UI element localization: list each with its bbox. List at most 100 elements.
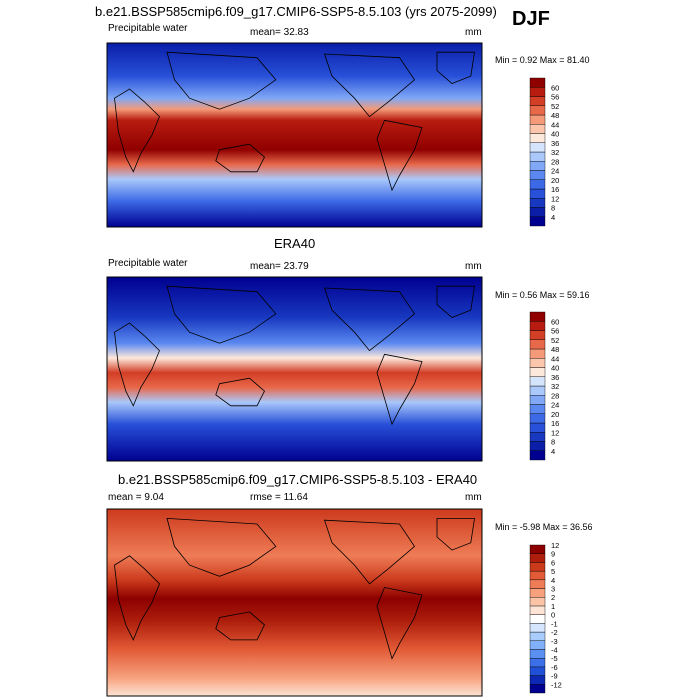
panel3-range-label: Min = -5.98 Max = 36.56 <box>495 522 593 532</box>
map-panel-3-coastline-3 <box>323 519 416 585</box>
colorbar-2-swatch-12 <box>529 339 546 350</box>
colorbar-2-swatch-1 <box>529 441 546 451</box>
colorbar-2-tick-6: 28 <box>551 391 559 400</box>
colorbar-1-swatch-10 <box>529 124 546 134</box>
colorbar-3-swatch-8 <box>529 614 546 624</box>
map-panel-3-coastline-2 <box>215 611 265 641</box>
colorbar-1-swatch-6 <box>529 161 546 171</box>
colorbar-3-swatch-16 <box>529 544 546 554</box>
map-panel-3-frame <box>106 508 483 697</box>
colorbar-2-swatch-3 <box>529 422 546 433</box>
colorbar-2-tick-0: 4 <box>551 447 555 456</box>
map-panel-3-coastline-4 <box>376 587 423 660</box>
colorbar-3-tick-8: 0 <box>551 611 555 620</box>
colorbar-1-swatch-13 <box>529 96 546 106</box>
colorbar-1-tick-8: 36 <box>551 139 559 148</box>
map-panel-1-field <box>107 43 482 227</box>
colorbar-2-swatch-9 <box>529 367 546 377</box>
colorbar-3-tick-15: 9 <box>551 550 555 559</box>
colorbar-1-swatch-14 <box>529 87 546 97</box>
map-panel-1-coastline-3 <box>323 53 416 118</box>
colorbar-3-tick-0: -12 <box>551 680 562 689</box>
map-panel-2-coastline-4 <box>376 353 423 426</box>
map-panel-1-frame <box>106 42 483 228</box>
colorbar-1-tick-4: 20 <box>551 176 559 185</box>
colorbar-3-swatch-9 <box>529 605 546 615</box>
colorbar-3-swatch-14 <box>529 562 546 572</box>
colorbar-2-swatch-13 <box>529 330 546 340</box>
panel3-title: b.e21.BSSP585cmip6.f09_g17.CMIP6-SSP5-8.… <box>118 472 478 487</box>
map-panel-3-coastline-1 <box>166 517 277 577</box>
map-panel-2-coastline-1 <box>166 285 277 344</box>
panel3-rmse-label: rmse = 11.64 <box>250 492 308 503</box>
colorbar-2-tick-3: 16 <box>551 419 559 428</box>
panel1-units-label: mm <box>465 27 482 38</box>
colorbar-3-tick-4: -4 <box>551 645 558 654</box>
colorbar-1-tick-12: 52 <box>551 102 559 111</box>
colorbar-2-tick-14: 60 <box>551 317 559 326</box>
colorbar-1-tick-1: 8 <box>551 204 555 213</box>
colorbar-1-swatch-5 <box>529 170 546 180</box>
panel2-range-label: Min = 0.56 Max = 59.16 <box>495 290 590 300</box>
colorbar-3-tick-5: -3 <box>551 637 558 646</box>
colorbar-1-swatch-15 <box>529 77 546 88</box>
map-panel-2-coastline-3 <box>323 287 416 352</box>
colorbar-2-tick-1: 8 <box>551 438 555 447</box>
colorbar-2-swatch-4 <box>529 413 546 424</box>
colorbar-3-tick-2: -6 <box>551 663 558 672</box>
colorbar-3-tick-13: 5 <box>551 567 555 576</box>
map-panel-1-coastline-2 <box>215 143 265 173</box>
colorbar-1-swatch-0 <box>529 216 546 227</box>
colorbar-1-tick-2: 12 <box>551 194 559 203</box>
colorbar-2-swatch-14 <box>529 321 546 331</box>
panel2-mean-label: mean= 23.79 <box>250 261 309 272</box>
colorbar-3-swatch-6 <box>529 631 546 641</box>
panel3-mean-label: mean = 9.04 <box>108 492 164 503</box>
colorbar-3-tick-6: -2 <box>551 628 558 637</box>
colorbar-1-tick-11: 48 <box>551 111 559 120</box>
map-panel-1-coastline-0 <box>114 88 160 173</box>
colorbar-3-swatch-13 <box>529 570 546 581</box>
colorbar-2-tick-2: 12 <box>551 428 559 437</box>
colorbar-3-tick-16: 12 <box>551 541 559 550</box>
colorbar-2-tick-11: 48 <box>551 345 559 354</box>
colorbar-2-tick-13: 56 <box>551 327 559 336</box>
colorbar-1-tick-5: 24 <box>551 167 559 176</box>
colorbar-3-swatch-15 <box>529 553 546 563</box>
panel2-variable-label: Precipitable water <box>108 258 188 269</box>
colorbar-2-swatch-0 <box>529 450 546 461</box>
colorbar-2-swatch-10 <box>529 358 546 368</box>
colorbar-2-swatch-15 <box>529 311 546 322</box>
season-label: DJF <box>512 8 550 30</box>
colorbar-1-swatch-8 <box>529 142 546 153</box>
colorbar-2-swatch-5 <box>529 404 546 414</box>
colorbar-2-swatch-11 <box>529 348 546 359</box>
panel1-title: b.e21.BSSP585cmip6.f09_g17.CMIP6-SSP5-8.… <box>95 4 497 19</box>
colorbar-3-swatch-12 <box>529 579 546 589</box>
colorbar-3-swatch-10 <box>529 597 546 607</box>
colorbar-3-tick-1: -9 <box>551 672 558 681</box>
colorbar-1-swatch-11 <box>529 114 546 125</box>
map-panel-2-coastline-2 <box>215 377 265 407</box>
panel3-units-label: mm <box>465 492 482 503</box>
colorbar-3-swatch-4 <box>529 649 546 659</box>
colorbar-3-swatch-5 <box>529 640 546 650</box>
colorbar-1-tick-3: 16 <box>551 185 559 194</box>
colorbar-3-swatch-3 <box>529 657 546 668</box>
colorbar-2-tick-7: 32 <box>551 382 559 391</box>
map-panel-2-field <box>107 277 482 461</box>
colorbar-2-tick-8: 36 <box>551 373 559 382</box>
colorbar-3-tick-10: 2 <box>551 593 555 602</box>
colorbar-3-tick-7: -1 <box>551 619 558 628</box>
colorbar-1-swatch-9 <box>529 133 546 143</box>
map-panel-3-coastline-5 <box>436 518 475 551</box>
panel2-units-label: mm <box>465 261 482 272</box>
colorbar-1-tick-9: 40 <box>551 130 559 139</box>
colorbar-3-swatch-0 <box>529 684 546 694</box>
colorbar-2-tick-9: 40 <box>551 364 559 373</box>
colorbar-2-tick-12: 52 <box>551 336 559 345</box>
colorbar-1-tick-14: 60 <box>551 83 559 92</box>
colorbar-1-swatch-4 <box>529 179 546 190</box>
colorbar-1-tick-0: 4 <box>551 213 555 222</box>
